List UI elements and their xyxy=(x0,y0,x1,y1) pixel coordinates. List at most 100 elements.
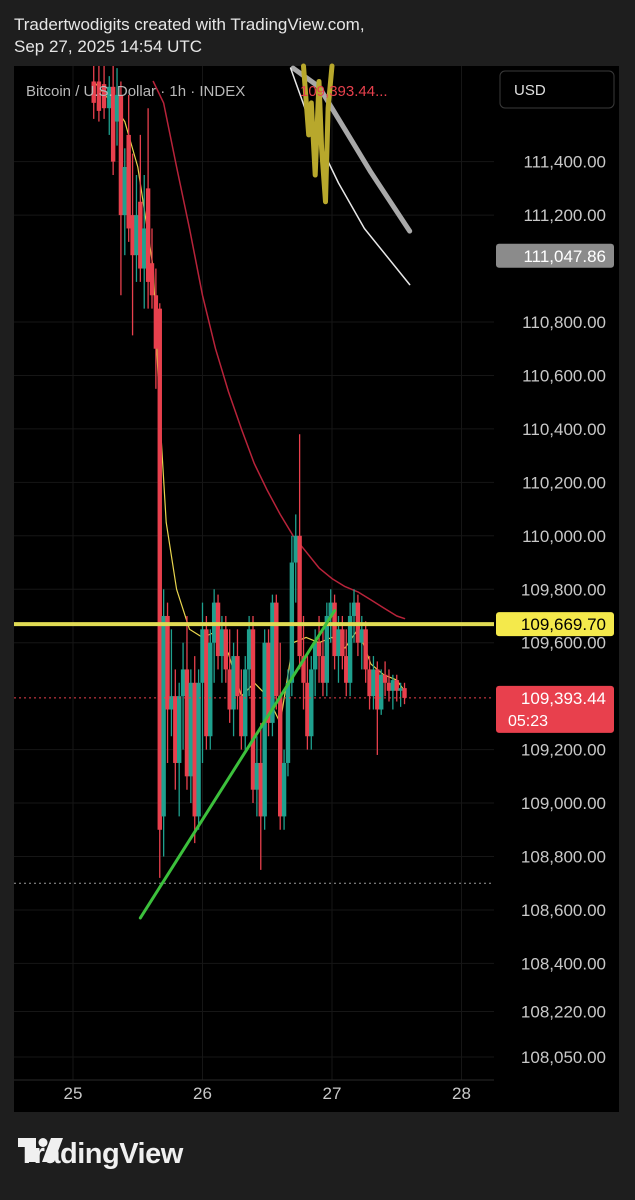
candle-down xyxy=(375,661,380,755)
x-tick-label: 28 xyxy=(452,1084,471,1103)
y-tick-label: 110,800.00 xyxy=(522,313,606,332)
candle-body xyxy=(262,642,267,817)
candle-body xyxy=(347,615,353,683)
resistance-price-label-bg xyxy=(496,612,614,637)
resistance-price-label: 109,669.70 xyxy=(496,612,614,637)
candle-body xyxy=(223,629,229,670)
candle-body xyxy=(235,656,240,697)
candle-up xyxy=(176,682,182,817)
ema-slow-line xyxy=(152,80,406,620)
candle-down xyxy=(278,642,283,830)
candle-body xyxy=(312,642,318,670)
current-price-label-bg xyxy=(496,685,614,733)
candle-body xyxy=(208,642,213,737)
candle-up xyxy=(398,682,403,707)
timestamp-line: Sep 27, 2025 14:54 UTC xyxy=(14,37,203,56)
candle-down xyxy=(363,621,368,683)
last-price-label-bg xyxy=(496,243,614,268)
candle-down xyxy=(320,629,326,697)
y-tick-label: 109,200.00 xyxy=(521,741,606,760)
last-price-label-text: 111,047.86 xyxy=(523,247,606,266)
time-axis: 25 26 27 28 xyxy=(14,1079,494,1103)
last-price-label: 111,047.86 xyxy=(496,243,614,268)
y-tick-label: 111,200.00 xyxy=(523,206,606,225)
candle-up xyxy=(347,602,353,697)
candle-body xyxy=(101,84,107,109)
candle-body xyxy=(138,201,143,269)
y-tick-label: 109,000.00 xyxy=(521,794,606,813)
candle-body xyxy=(157,308,162,830)
trendline xyxy=(138,609,337,920)
candle-up xyxy=(324,602,330,697)
x-tick-label: 26 xyxy=(193,1084,212,1103)
candle-up xyxy=(246,615,252,697)
candle-body xyxy=(200,629,205,683)
candle-body xyxy=(301,656,306,683)
candle-body xyxy=(239,696,244,737)
candle-down xyxy=(305,656,310,750)
candle-down xyxy=(184,615,190,790)
candle-body xyxy=(258,762,263,817)
candle-body xyxy=(266,642,271,723)
candle-down xyxy=(126,94,131,242)
candle-up xyxy=(285,669,291,777)
y-tick-label: 108,050.00 xyxy=(521,1048,606,1067)
candle-body xyxy=(328,602,333,616)
candle-body xyxy=(281,762,287,817)
currency-button[interactable]: USD xyxy=(499,70,615,109)
candle-body xyxy=(169,696,174,710)
candle-down xyxy=(332,594,337,670)
candle-body xyxy=(278,696,283,817)
candle-body xyxy=(332,602,337,657)
chart-overlays xyxy=(289,63,413,286)
candle-up xyxy=(134,175,139,282)
candle-up xyxy=(270,594,275,737)
candle-body xyxy=(91,81,96,103)
candle-up xyxy=(309,656,314,750)
y-tick-label: 110,000.00 xyxy=(522,527,606,546)
candle-down xyxy=(173,669,178,790)
candle-body xyxy=(161,615,166,817)
candle-up xyxy=(390,674,396,710)
candle-body xyxy=(227,669,232,710)
candle-body xyxy=(231,656,236,710)
candle-body xyxy=(398,688,403,691)
candle-up xyxy=(219,615,225,683)
price-axis: 111,400.00 111,200.00 110,800.00 110,600.00… xyxy=(521,153,606,1067)
candle-body xyxy=(305,682,310,737)
candle-body xyxy=(204,629,209,737)
candle-up xyxy=(293,514,298,603)
candle-down xyxy=(149,228,155,309)
candle-body xyxy=(180,669,186,697)
candle-body xyxy=(118,94,124,216)
candle-body xyxy=(130,215,135,256)
candle-up xyxy=(231,642,236,737)
candle-body xyxy=(285,682,291,763)
candle-down xyxy=(316,615,322,683)
candle-down xyxy=(301,615,306,710)
candle-body xyxy=(394,680,399,691)
candle-body xyxy=(176,696,182,763)
candle-down xyxy=(239,669,244,750)
candle-down xyxy=(192,656,197,844)
candle-up xyxy=(114,68,120,146)
candle-body xyxy=(367,669,372,697)
candle-up xyxy=(211,589,217,683)
horizontal-lines xyxy=(14,622,494,884)
candle-up xyxy=(196,669,201,830)
y-tick-label: 109,800.00 xyxy=(521,580,606,599)
candle-body xyxy=(110,86,116,162)
candle-down xyxy=(250,615,256,804)
candle-body xyxy=(192,682,197,817)
candle-body xyxy=(254,762,260,790)
y-tick-label: 108,400.00 xyxy=(521,954,606,973)
candle-up xyxy=(281,749,287,830)
candle-body xyxy=(371,669,376,697)
candle-body xyxy=(359,629,364,643)
candle-body xyxy=(390,680,396,691)
candle-down xyxy=(402,682,407,705)
candle-body xyxy=(316,642,322,657)
resistance-price-label-text: 109,669.70 xyxy=(521,615,606,634)
candle-body xyxy=(375,669,380,710)
